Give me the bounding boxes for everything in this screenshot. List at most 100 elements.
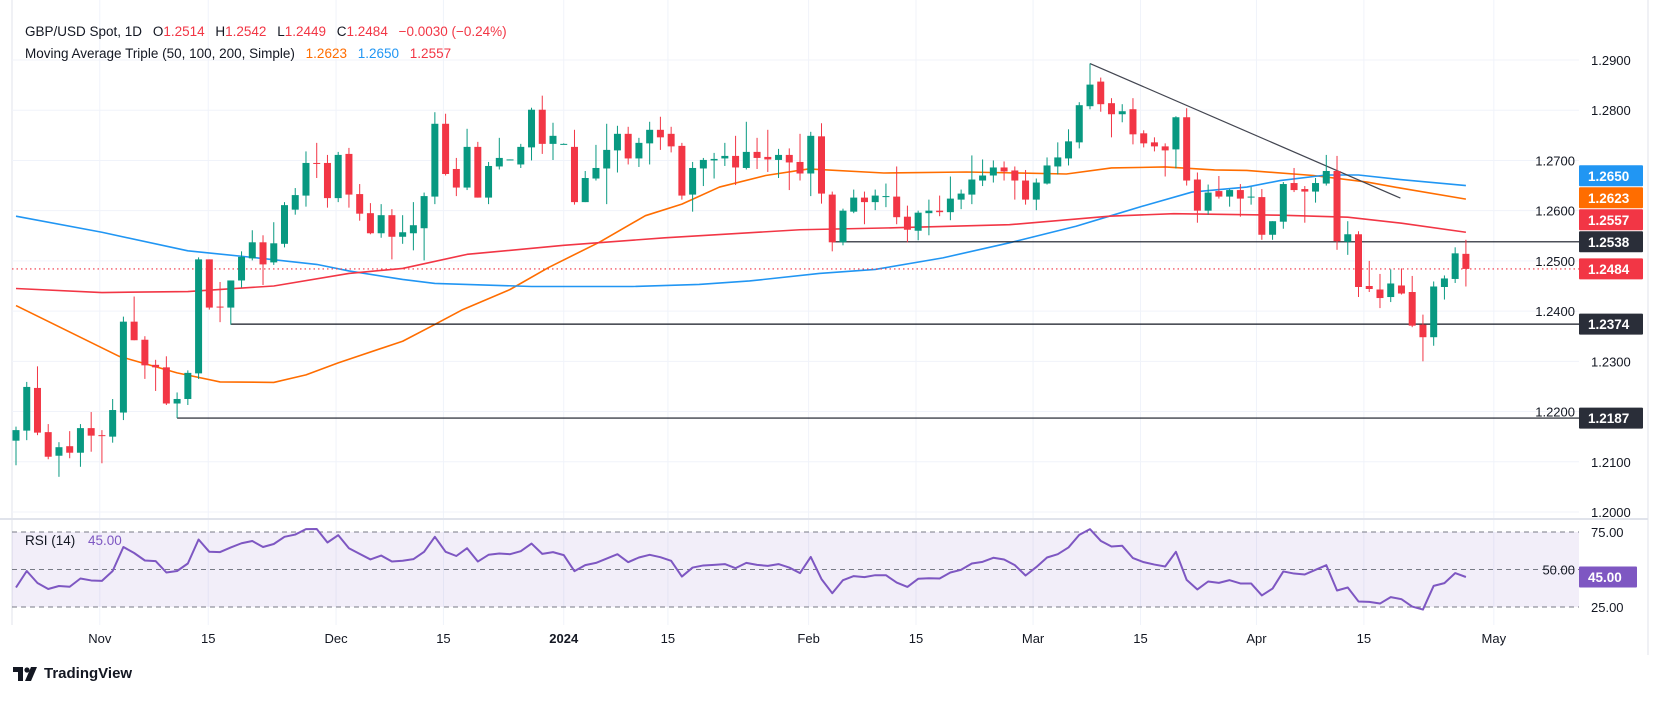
candle[interactable]	[485, 161, 493, 205]
candle[interactable]	[1312, 178, 1320, 203]
candle[interactable]	[893, 166, 901, 225]
candle[interactable]	[764, 129, 772, 172]
candle[interactable]	[1269, 221, 1277, 240]
candle[interactable]	[55, 442, 63, 477]
candle[interactable]	[281, 202, 288, 248]
candle[interactable]	[528, 107, 536, 161]
candle[interactable]	[925, 199, 933, 236]
candle[interactable]	[732, 135, 740, 186]
candle[interactable]	[119, 316, 127, 421]
candle[interactable]	[1226, 189, 1234, 207]
candle[interactable]	[1150, 137, 1158, 152]
candle[interactable]	[517, 143, 525, 168]
candle[interactable]	[871, 189, 879, 211]
candle[interactable]	[366, 203, 374, 235]
candle[interactable]	[828, 191, 836, 252]
candle[interactable]	[1355, 231, 1362, 298]
candle[interactable]	[753, 137, 761, 169]
candle[interactable]	[818, 123, 825, 204]
candle[interactable]	[882, 183, 890, 208]
candle[interactable]	[302, 151, 310, 207]
candle[interactable]	[431, 112, 439, 205]
candle[interactable]	[1322, 154, 1330, 186]
candle[interactable]	[742, 121, 750, 170]
candle[interactable]	[613, 125, 621, 173]
candle[interactable]	[1129, 98, 1137, 145]
candle[interactable]	[570, 129, 578, 205]
candle[interactable]	[807, 131, 815, 197]
rsi-legend-title[interactable]: RSI (14)	[25, 533, 75, 548]
candle[interactable]	[989, 160, 997, 183]
candle[interactable]	[1011, 166, 1019, 200]
symbol-title[interactable]: GBP/USD Spot, 1D	[25, 24, 143, 39]
candle[interactable]	[1440, 275, 1448, 300]
candle[interactable]	[689, 161, 697, 212]
candle[interactable]	[152, 359, 160, 391]
candle[interactable]	[1215, 176, 1223, 199]
candle[interactable]	[1032, 178, 1040, 211]
candle[interactable]	[1065, 129, 1073, 166]
candle[interactable]	[549, 122, 557, 160]
candle[interactable]	[1000, 161, 1008, 181]
candle[interactable]	[667, 126, 675, 153]
candle[interactable]	[592, 144, 600, 181]
candle[interactable]	[420, 192, 428, 261]
candle[interactable]	[1247, 187, 1255, 205]
candle[interactable]	[1118, 104, 1126, 123]
candle[interactable]	[1344, 221, 1352, 255]
moving-average-line-sma-200[interactable]	[15, 212, 1467, 294]
candle[interactable]	[1301, 186, 1309, 223]
candle[interactable]	[710, 152, 718, 179]
candle[interactable]	[1043, 157, 1051, 185]
candle[interactable]	[1054, 142, 1062, 175]
moving-average-line-sma-50[interactable]	[15, 166, 1467, 384]
candle[interactable]	[721, 142, 729, 166]
candle[interactable]	[495, 137, 503, 170]
candle[interactable]	[1397, 268, 1405, 295]
candle[interactable]	[1387, 269, 1395, 303]
candle[interactable]	[914, 210, 922, 241]
candle[interactable]	[205, 259, 213, 310]
candle[interactable]	[646, 121, 654, 165]
candle[interactable]	[1462, 239, 1470, 287]
candle[interactable]	[1408, 275, 1416, 328]
candle[interactable]	[87, 412, 95, 452]
candle[interactable]	[463, 128, 471, 191]
candle[interactable]	[270, 222, 278, 265]
candle[interactable]	[903, 205, 911, 243]
candle[interactable]	[785, 148, 793, 191]
candle[interactable]	[839, 208, 847, 246]
candle[interactable]	[238, 251, 246, 288]
candle[interactable]	[656, 116, 664, 150]
candle[interactable]	[452, 157, 460, 197]
tradingview-logo[interactable]: TradingView	[13, 665, 132, 682]
candle[interactable]	[538, 95, 546, 154]
candle[interactable]	[291, 188, 299, 215]
candle[interactable]	[1376, 273, 1384, 309]
candle[interactable]	[506, 159, 514, 161]
candle[interactable]	[1140, 130, 1148, 148]
candle[interactable]	[259, 235, 267, 285]
candle[interactable]	[1236, 184, 1244, 217]
candle[interactable]	[699, 157, 707, 187]
candle[interactable]	[399, 215, 407, 244]
candle[interactable]	[356, 184, 364, 221]
ma-title[interactable]: Moving Average Triple (50, 100, 200, Sim…	[25, 46, 295, 61]
candle[interactable]	[33, 366, 41, 436]
candle[interactable]	[1365, 260, 1373, 293]
candle[interactable]	[130, 296, 138, 341]
candle[interactable]	[141, 336, 149, 379]
rsi-line[interactable]	[15, 528, 1467, 611]
candle[interactable]	[76, 424, 84, 467]
candle[interactable]	[1161, 143, 1169, 177]
candle[interactable]	[1172, 116, 1180, 169]
candle[interactable]	[345, 147, 353, 208]
candle[interactable]	[23, 381, 31, 441]
candle[interactable]	[678, 142, 686, 200]
candle[interactable]	[946, 176, 954, 221]
candle[interactable]	[1107, 98, 1115, 138]
candle[interactable]	[66, 431, 74, 459]
candle[interactable]	[560, 143, 568, 145]
candle[interactable]	[216, 281, 224, 323]
